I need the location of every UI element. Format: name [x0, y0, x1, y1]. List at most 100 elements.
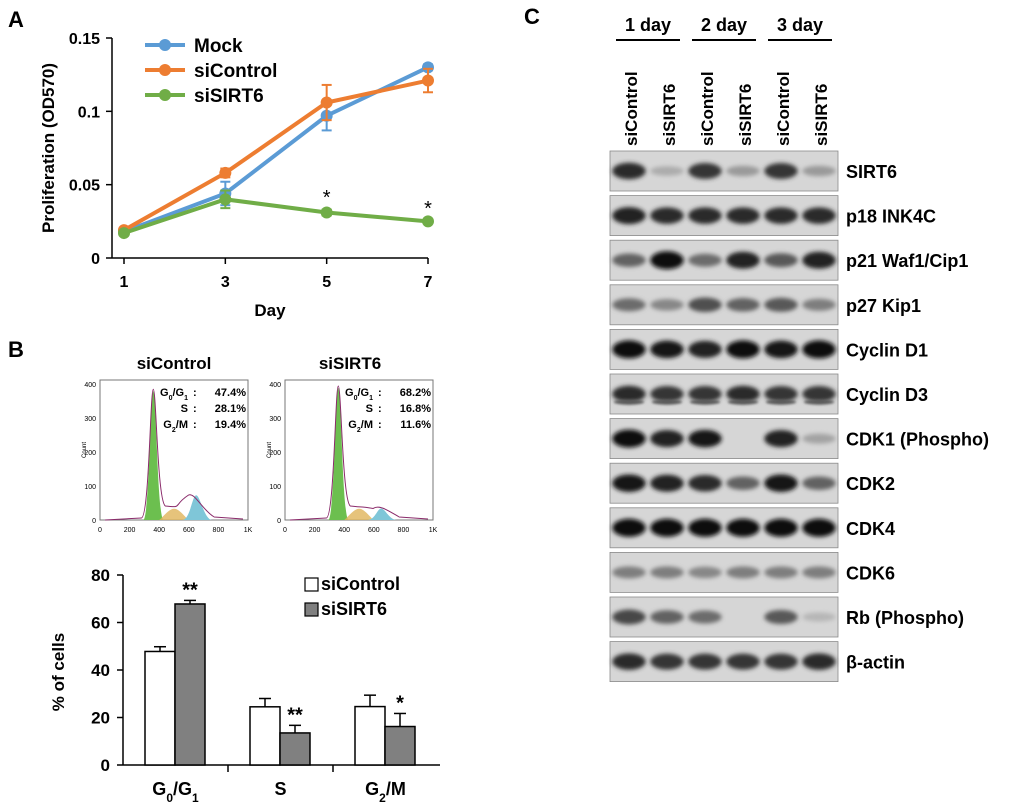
blot-band [802, 340, 836, 359]
bar-sisirt6 [384, 725, 416, 766]
data-point [219, 166, 232, 179]
stat-colon: : [378, 403, 382, 415]
stat-colon: : [193, 419, 197, 431]
blot-band [612, 253, 646, 267]
blot-band [802, 207, 836, 224]
x-tick-label: 3 [221, 274, 230, 291]
blot-band [612, 162, 646, 180]
blot-band [802, 165, 836, 177]
data-point [320, 96, 333, 109]
blot-row: β-actin [609, 641, 905, 682]
legend-label: Mock [194, 36, 243, 57]
blot-band [726, 476, 760, 490]
blot-band [612, 340, 646, 359]
y-tick-label: 0.15 [69, 31, 100, 48]
y-tick-label: 300 [269, 416, 281, 423]
blot-strip [609, 284, 839, 326]
x-tick-label: 200 [124, 527, 136, 534]
legend-label: siControl [194, 61, 277, 82]
x-tick-label: 800 [213, 527, 225, 534]
blot-band [726, 518, 760, 537]
x-tick-label: 1 [120, 274, 129, 291]
protein-label: β-actin [846, 653, 905, 673]
y-tick-label: 400 [269, 382, 281, 389]
histogram-trace [289, 385, 429, 521]
blot-band [650, 166, 684, 176]
blot-band [650, 340, 684, 359]
blot-band [612, 207, 646, 225]
protein-label: p27 Kip1 [846, 296, 921, 316]
x-tick-label: 600 [183, 527, 195, 534]
blot-band [726, 298, 760, 312]
x-tick-label: 0 [98, 527, 102, 534]
x-tick-label: 1K [244, 527, 253, 534]
data-point [422, 61, 434, 74]
series-line-sisirt6 [123, 197, 429, 235]
blot-band [650, 299, 684, 311]
y-tick-label: 300 [84, 416, 96, 423]
protein-label: Cyclin D1 [846, 340, 928, 360]
histogram-flow-sicontrol: siControl 0 100 200 300 400 0 200 400 600 800 1K Cou… [82, 354, 253, 534]
x-tick-label: 1K [429, 527, 438, 534]
proliferation-chart: Proliferation (OD570) Day 0 0.05 0.1 0.15 1 3… [39, 31, 434, 320]
blot-row: Cyclin D1 [609, 328, 928, 370]
y-tick-label: 0.1 [78, 104, 100, 121]
y-tick-label: 20 [91, 709, 110, 728]
y-tick-label: 0 [101, 756, 110, 775]
blot-band [802, 386, 836, 402]
blot-strip [609, 373, 839, 415]
protein-label: SIRT6 [846, 162, 897, 182]
stat-value: 68.2% [400, 387, 431, 399]
blot-strip [609, 239, 839, 281]
data-point [422, 215, 434, 228]
blot-band [612, 653, 646, 670]
y-tick-label: 400 [84, 382, 96, 389]
blot-band [726, 653, 760, 670]
y-tick-label: 0.05 [69, 178, 100, 195]
blot-band [726, 165, 760, 177]
stat-colon: : [378, 419, 382, 431]
significance-marker: ** [287, 704, 303, 726]
stat-colon: : [378, 387, 382, 399]
panel-label-a: A [8, 7, 24, 32]
blot-strip [609, 328, 839, 370]
blot-band-lower [727, 399, 759, 405]
y-tick-label: 80 [91, 566, 110, 585]
blot-row: Cyclin D3 [609, 373, 928, 415]
x-tick-label: 0 [283, 527, 287, 534]
s-phase-fill [159, 508, 189, 520]
stat-label: G2/M [348, 419, 373, 434]
blot-band [764, 386, 798, 402]
bar-sisirt6 [279, 732, 311, 766]
s-phase-fill [344, 508, 374, 520]
blot-band [802, 612, 836, 622]
g1-peak-fill [328, 388, 349, 520]
blot-band [726, 340, 760, 359]
blot-band-lower [613, 399, 645, 405]
blot-band [764, 474, 798, 492]
y-axis-label: Count [82, 442, 88, 458]
lane-label: siSIRT6 [736, 84, 755, 146]
lane-label: siControl [774, 71, 793, 146]
y-tick-label: 200 [269, 450, 281, 457]
blot-row: SIRT6 [609, 150, 897, 192]
y-tick-label: 0 [277, 518, 281, 525]
blot-band [764, 297, 798, 312]
blot-band [612, 474, 646, 492]
bar-sisirt6 [174, 603, 206, 766]
data-point [219, 193, 232, 206]
blot-band [764, 518, 798, 537]
blot-band [802, 298, 836, 311]
blot-band [802, 566, 836, 579]
x-tick-label: 600 [368, 527, 380, 534]
significance-marker: ** [182, 579, 198, 601]
blot-band [688, 340, 722, 358]
x-tick-label: 7 [424, 274, 433, 291]
stat-value: 11.6% [400, 419, 431, 431]
blot-band [650, 207, 684, 224]
stat-label: G0/G1 [160, 387, 188, 402]
blot-band [802, 518, 836, 537]
legend-label: siSIRT6 [194, 86, 264, 107]
blot-band [726, 251, 760, 269]
